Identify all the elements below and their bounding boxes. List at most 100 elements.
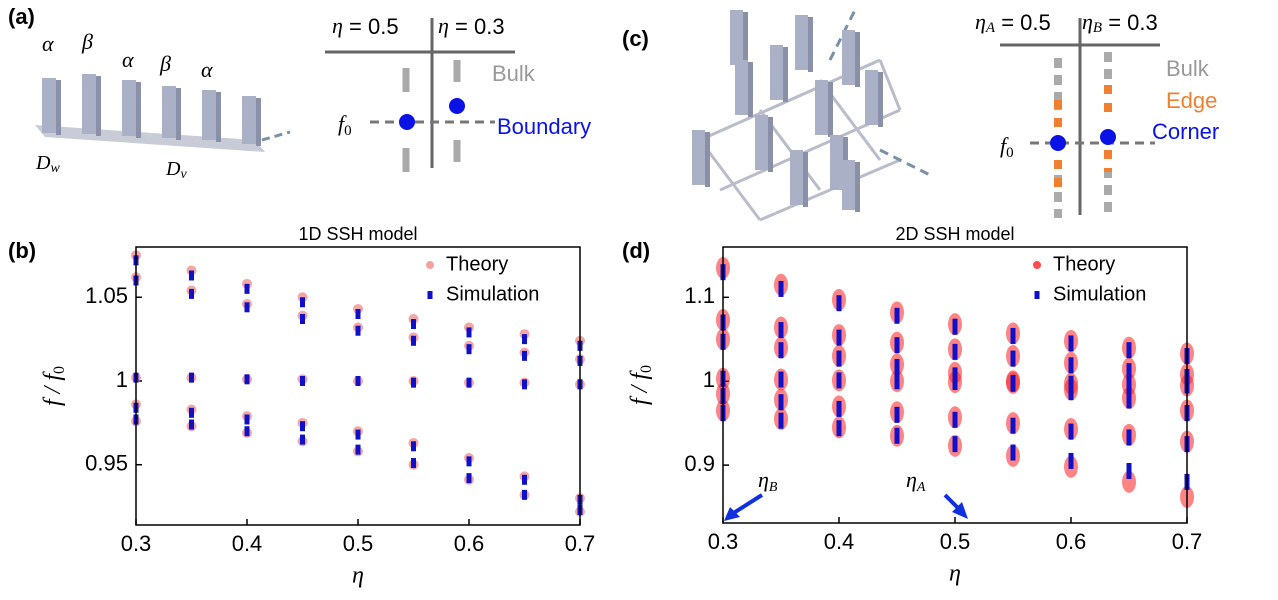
simulation-point (522, 351, 527, 361)
simulation-point (837, 295, 842, 311)
lattice-pillars (692, 10, 883, 212)
annotation: ηB (758, 467, 778, 495)
figure: (a) (b) (c) (d) α β α β α Dw Dv η = 0.5 … (0, 0, 1278, 595)
simulation-point (300, 435, 305, 445)
symbol: η (1082, 9, 1093, 34)
legend-marker (1035, 291, 1040, 299)
simulation-point (837, 401, 842, 417)
panel-label: (c) (622, 26, 649, 51)
annotation-arrows (724, 495, 968, 521)
simulation-point (1069, 335, 1074, 351)
value: = 0.3 (449, 14, 505, 39)
subscript: 0 (1006, 145, 1014, 161)
simulation-point (245, 414, 250, 424)
pillar-label: β (81, 29, 93, 54)
eta-label: η = 0.3 (438, 13, 505, 39)
dimension-label: Dv (165, 158, 187, 183)
simulation-point (300, 376, 305, 386)
f0-label: f0 (338, 111, 352, 139)
chart-title: 2D SSH model (895, 224, 1014, 244)
simulation-point (467, 344, 472, 354)
simulation-point (1011, 445, 1016, 461)
x-tick-label: 0.4 (232, 531, 263, 556)
simulation-point (779, 322, 784, 338)
legend-marker (428, 291, 433, 299)
x-tick-label: 0.3 (708, 529, 739, 554)
simulation-point (1127, 342, 1132, 358)
simulation-point (245, 302, 250, 312)
simulation-point (779, 372, 784, 388)
simulation-point (837, 372, 842, 388)
panel-label: (b) (8, 238, 36, 263)
simulation-point (467, 473, 472, 483)
simulation-point (245, 374, 250, 384)
subscript: v (180, 167, 187, 182)
simulation-point (189, 420, 194, 430)
x-tick-label: 0.6 (454, 531, 485, 556)
eta-label: ηA = 0.5 (975, 9, 1051, 36)
simulation-point (467, 456, 472, 466)
simulation-point (1011, 351, 1016, 367)
simulation-point (467, 327, 472, 337)
simulation-point (779, 394, 784, 410)
x-axis-label: η (949, 561, 961, 587)
pillar-array (35, 74, 290, 152)
y-axis-label-main: f / f (40, 371, 66, 406)
simulation-point (300, 297, 305, 307)
x-tick-label: 0.3 (121, 531, 152, 556)
y-axis-label: f / f0 (40, 366, 68, 406)
x-tick-label: 0.4 (824, 529, 855, 554)
simulation-point (1127, 393, 1132, 409)
pillar-label: α (42, 31, 54, 56)
boundary-label: Boundary (497, 114, 591, 139)
simulation-point (356, 376, 361, 386)
simulation-point (411, 458, 416, 468)
simulation-point (1069, 357, 1074, 373)
simulation-point (245, 284, 250, 294)
value: = 0.5 (995, 10, 1051, 35)
simulation-point (953, 436, 958, 452)
y-tick-label: 1.05 (85, 283, 128, 308)
simulation-point (1127, 463, 1132, 479)
bulk-label: Bulk (1166, 56, 1210, 81)
panel-label: (d) (622, 238, 650, 263)
simulation-point (779, 413, 784, 429)
pillar-label: β (159, 51, 171, 76)
simulation-point (189, 289, 194, 299)
spectrum-schematic (1000, 18, 1160, 218)
y-tick-label: 1.1 (684, 283, 715, 308)
simulation-point (467, 378, 472, 388)
simulation-point (411, 336, 416, 346)
subscript: B (1093, 20, 1102, 36)
simulation-point (837, 420, 842, 436)
simulation-point (411, 319, 416, 329)
value: = 0.3 (1102, 10, 1158, 35)
eta-label: ηB = 0.3 (1082, 9, 1158, 36)
simulation-point (1011, 375, 1016, 391)
simulation-point (895, 359, 900, 375)
y-tick-label: 1 (703, 367, 715, 392)
simulation-point (356, 445, 361, 455)
subscript: w (50, 161, 60, 176)
edge-label: Edge (1166, 88, 1217, 113)
x-tick-label: 0.7 (565, 531, 596, 556)
simulation-point (895, 373, 900, 389)
legend-label: Theory (446, 253, 508, 275)
simulation-point (189, 408, 194, 418)
legend-label: Theory (1053, 253, 1115, 275)
x-tick-label: 0.6 (1056, 529, 1087, 554)
simulation-point (895, 407, 900, 423)
simulation-point (189, 270, 194, 280)
simulation-point (837, 351, 842, 367)
simulation-point (411, 378, 416, 388)
simulation-point (895, 337, 900, 353)
simulation-point (1069, 424, 1074, 440)
symbol: D (35, 152, 51, 174)
page: {"panel_labels": ["(a)", "(b)", "(c)", "… (0, 0, 1278, 600)
simulation-point (356, 326, 361, 336)
simulation-point (1011, 418, 1016, 434)
panel-label: (a) (8, 4, 35, 29)
x-tick-label: 0.7 (1172, 529, 1203, 554)
simulation-point (1011, 328, 1016, 344)
simulation-point (522, 334, 527, 344)
